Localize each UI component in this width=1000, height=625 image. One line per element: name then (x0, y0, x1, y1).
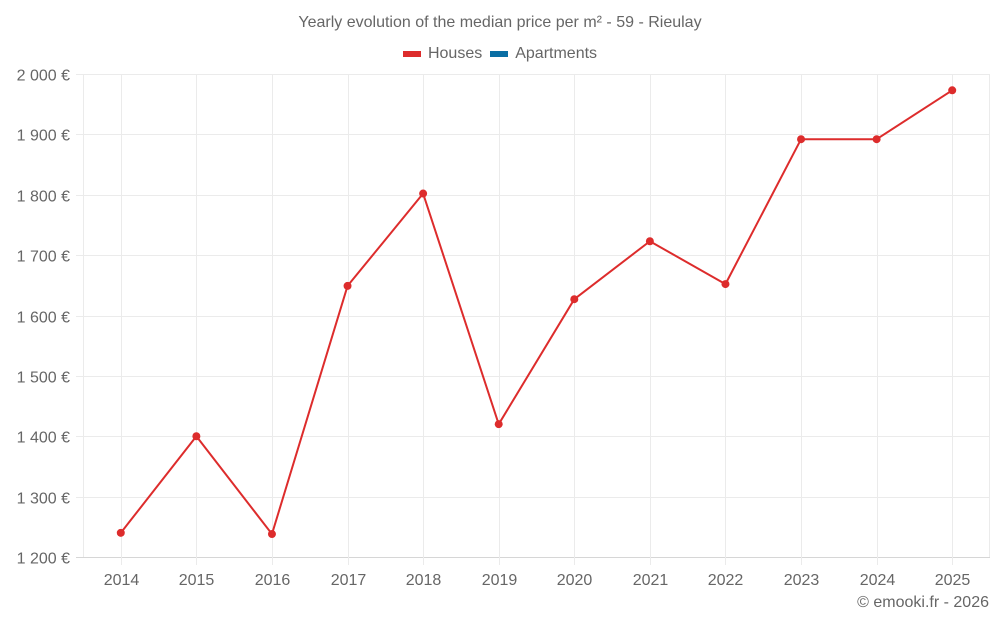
y-tick-label: 1 200 € (17, 551, 70, 568)
data-point[interactable] (721, 280, 730, 289)
legend-label-apartments: Apartments (515, 45, 598, 62)
data-point[interactable] (494, 420, 503, 429)
chart-title: Yearly evolution of the median price per… (298, 14, 702, 31)
y-tick-label: 1 300 € (17, 491, 70, 508)
data-point[interactable] (192, 432, 201, 441)
x-tick-label: 2025 (935, 572, 971, 589)
y-axis: 1 200 € 1 300 € 1 400 € 1 500 € 1 600 € 1 700… (17, 68, 70, 568)
y-tick-label: 2 000 € (17, 68, 70, 85)
data-point[interactable] (797, 135, 806, 144)
data-point[interactable] (948, 86, 957, 95)
legend-item-apartments[interactable]: Apartments (490, 45, 597, 63)
x-tick-label: 2018 (406, 572, 442, 589)
data-point[interactable] (570, 295, 579, 304)
x-tick-label: 2014 (104, 572, 140, 589)
y-tick-label: 1 700 € (17, 249, 70, 266)
x-tick-label: 2015 (179, 572, 215, 589)
legend: Houses Apartments (0, 45, 1000, 63)
x-tick-label: 2017 (331, 572, 367, 589)
x-tick-label: 2021 (633, 572, 669, 589)
x-tick-label: 2019 (482, 572, 518, 589)
y-tick-label: 1 400 € (17, 430, 70, 447)
x-tick-label: 2016 (255, 572, 291, 589)
x-tick-label: 2020 (557, 572, 593, 589)
data-point[interactable] (343, 281, 352, 290)
data-point[interactable] (267, 530, 276, 539)
legend-label-houses: Houses (427, 45, 483, 62)
x-tick-label: 2024 (860, 572, 896, 589)
x-tick-label: 2023 (784, 572, 820, 589)
y-tick-label: 1 800 € (17, 189, 70, 206)
y-tick-label: 1 500 € (17, 370, 70, 387)
credit-text: © emooki.fr - 2026 (857, 594, 989, 611)
legend-item-houses[interactable]: Houses (402, 45, 483, 63)
gridlines (76, 74, 990, 565)
houses-swatch-icon (402, 51, 421, 57)
y-tick-label: 1 900 € (17, 128, 70, 145)
data-point[interactable] (645, 237, 654, 246)
x-tick-label: 2022 (708, 572, 744, 589)
data-point[interactable] (872, 135, 881, 144)
data-point[interactable] (116, 528, 125, 537)
data-point[interactable] (419, 189, 428, 198)
y-tick-label: 1 600 € (17, 310, 70, 327)
series-houses (116, 86, 957, 539)
series-line (120, 89, 953, 536)
x-axis: 2014 2015 2016 2017 2018 2019 2020 2021 2022 2023… (104, 572, 971, 589)
apartments-swatch-icon (490, 51, 509, 57)
